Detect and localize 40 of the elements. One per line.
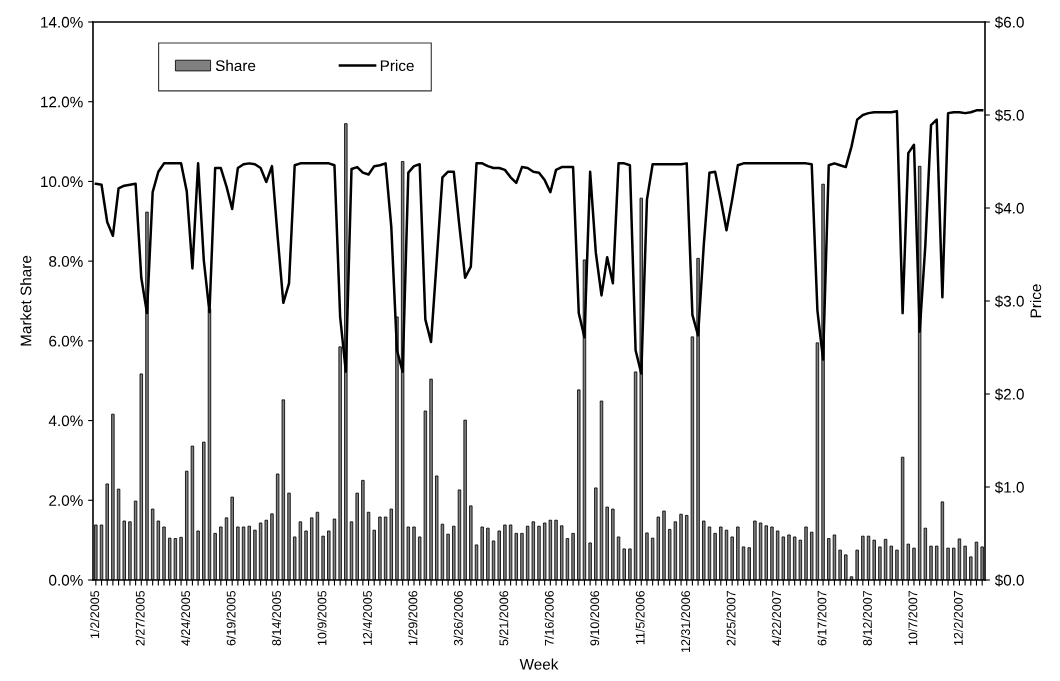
- x-tick-label: 6/19/2005: [226, 590, 236, 646]
- x-tick-label: 9/10/2006: [589, 590, 600, 646]
- y-tick-label: 10.0%: [41, 176, 83, 188]
- x-tick-label: 4/24/2005: [180, 590, 191, 646]
- y-tick-label: 4.0%: [48, 415, 83, 427]
- y-tick-label: 0.0%: [49, 574, 83, 586]
- x-tick-label: 1/29/2006: [408, 590, 418, 646]
- y2-tick-label: $5.0: [994, 109, 1024, 122]
- y2-tick-label: $3.0: [994, 295, 1024, 308]
- x-tick-label: 3/26/2006: [453, 590, 463, 646]
- x-tick-label: 4/22/2007: [771, 591, 781, 646]
- y2-tick-label: $0.0: [994, 574, 1024, 587]
- x-tick-label: 11/5/2006: [635, 590, 645, 645]
- legend-label: Share: [215, 59, 256, 72]
- x-tick-label: 12/2/2007: [953, 591, 963, 646]
- x-tick-label: 2/27/2005: [135, 590, 145, 646]
- x-tick-label: 10/9/2005: [317, 590, 327, 646]
- x-tick-label: 2/25/2007: [726, 591, 736, 646]
- y2-tick-label: $1.0: [994, 481, 1024, 494]
- legend-label: Price: [380, 59, 414, 72]
- x-tick-label: 5/21/2006: [499, 590, 509, 646]
- y-tick-label: 2.0%: [49, 495, 83, 506]
- x-tick-label: 8/14/2005: [271, 590, 282, 646]
- x-axis-title: Week: [519, 658, 559, 670]
- x-tick-label: 8/12/2007: [862, 591, 872, 646]
- x-tick-label: 12/31/2006: [680, 590, 691, 653]
- x-tick-label: 12/4/2005: [362, 590, 372, 646]
- x-tick-label: 7/16/2006: [544, 590, 554, 646]
- y-tick-label: 12.0%: [41, 96, 83, 108]
- y2-tick-label: $2.0: [994, 388, 1024, 401]
- y-tick-label: 14.0%: [41, 16, 83, 28]
- y-tick-label: 8.0%: [49, 256, 83, 267]
- x-tick-label: 10/7/2007: [908, 591, 918, 646]
- y-tick-label: 6.0%: [49, 335, 83, 347]
- x-tick-label: 6/17/2007: [817, 591, 827, 646]
- y2-tick-label: $6.0: [994, 16, 1024, 29]
- y2-axis-title: Price: [1030, 284, 1042, 318]
- x-tick-label: 1/2/2005: [90, 590, 100, 639]
- y2-tick-label: $4.0: [994, 202, 1024, 215]
- y-axis-title: Market Share: [20, 255, 32, 346]
